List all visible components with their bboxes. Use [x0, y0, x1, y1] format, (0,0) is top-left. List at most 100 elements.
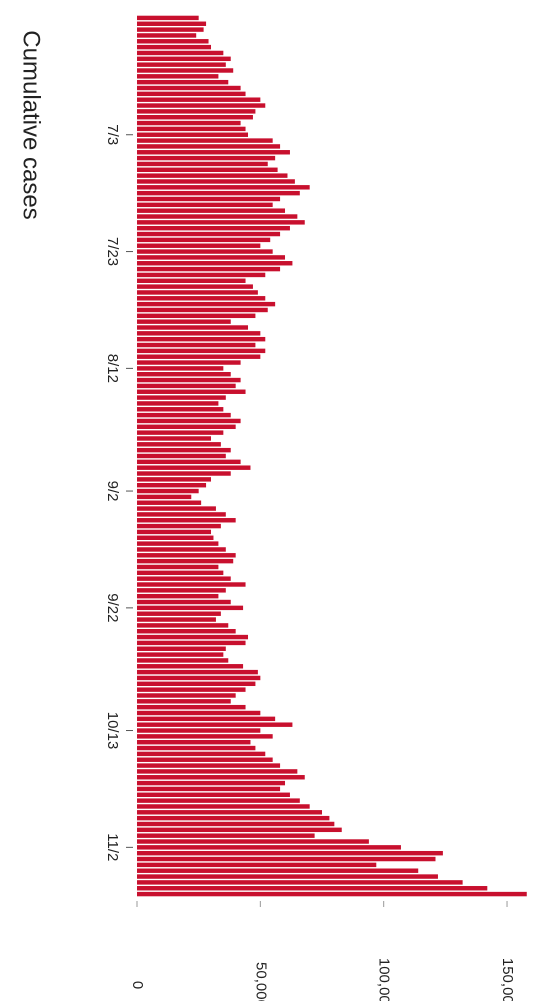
bar [137, 856, 436, 862]
bar [137, 506, 216, 511]
bar [137, 582, 246, 587]
bar [137, 290, 258, 295]
bar [137, 845, 401, 850]
bar [137, 751, 266, 757]
bar [137, 85, 241, 91]
bar [137, 307, 268, 313]
bar [137, 173, 288, 178]
bar [137, 313, 256, 319]
bar [137, 237, 271, 243]
bar [137, 558, 234, 564]
category-label: 11/2 [104, 833, 121, 861]
bar [137, 687, 246, 692]
bar [137, 424, 236, 430]
bar [137, 325, 249, 330]
bar [137, 185, 310, 190]
bar [137, 810, 323, 815]
bar [137, 488, 199, 494]
bar [137, 775, 305, 780]
bar [137, 593, 219, 599]
bar [137, 640, 246, 646]
bar [137, 833, 315, 838]
bar [137, 512, 226, 517]
bar [137, 523, 221, 529]
bar [137, 430, 224, 435]
bar [137, 798, 300, 803]
bar [137, 114, 253, 120]
bar [137, 541, 219, 546]
bar [137, 231, 281, 237]
bar [137, 442, 221, 447]
bar [137, 623, 229, 628]
bar [137, 296, 266, 301]
bar [137, 301, 276, 307]
bar [137, 249, 273, 254]
bar [137, 792, 290, 798]
bar [137, 336, 266, 342]
value-tick-label: 150,000 [499, 958, 516, 1001]
bar [137, 319, 231, 324]
bar [137, 734, 273, 739]
bar [137, 50, 224, 56]
bar [137, 21, 207, 26]
bar [137, 553, 236, 558]
bar [137, 91, 246, 97]
bar [137, 891, 527, 897]
bar [137, 868, 419, 873]
bar [137, 366, 224, 371]
bar [137, 477, 212, 482]
bar [137, 196, 281, 202]
bar [137, 68, 234, 73]
bar [137, 407, 224, 412]
bar [137, 757, 273, 762]
bar [137, 839, 369, 844]
bar [137, 453, 226, 459]
bar [137, 886, 488, 891]
bar [137, 786, 281, 792]
category-label: 9/2 [104, 481, 121, 502]
bar [137, 780, 286, 786]
bar [137, 360, 241, 365]
bar [137, 144, 281, 149]
bar [137, 33, 197, 38]
bar [137, 500, 202, 505]
bar [137, 862, 377, 868]
bar [137, 272, 266, 278]
bar [137, 710, 261, 716]
bar [137, 436, 212, 441]
bar [137, 518, 236, 523]
bar [137, 675, 261, 681]
value-tick-label: 0 [129, 981, 146, 989]
bar [137, 109, 256, 114]
bar [137, 401, 219, 406]
bar [137, 634, 249, 640]
bar [137, 190, 300, 196]
bar [137, 681, 256, 687]
bar [137, 62, 226, 67]
bar [137, 255, 286, 260]
bar [137, 348, 266, 354]
bar [137, 646, 226, 651]
bar [137, 383, 236, 389]
bar [137, 769, 298, 774]
chart-title: Cumulative cases [18, 30, 45, 219]
bar [137, 716, 276, 722]
bar [137, 547, 226, 552]
bar [137, 395, 226, 400]
bar [137, 815, 330, 821]
bar [137, 208, 286, 213]
value-tick-label: 50,000 [252, 962, 269, 1001]
bar [137, 39, 209, 44]
bar [137, 745, 256, 751]
bar [137, 605, 244, 611]
bar [137, 372, 231, 377]
bar [137, 465, 251, 470]
bar [137, 459, 241, 465]
bar [137, 699, 231, 704]
bar [137, 850, 443, 856]
bar [137, 243, 261, 248]
bar [137, 138, 273, 143]
bar [137, 471, 231, 476]
bar [137, 97, 261, 102]
